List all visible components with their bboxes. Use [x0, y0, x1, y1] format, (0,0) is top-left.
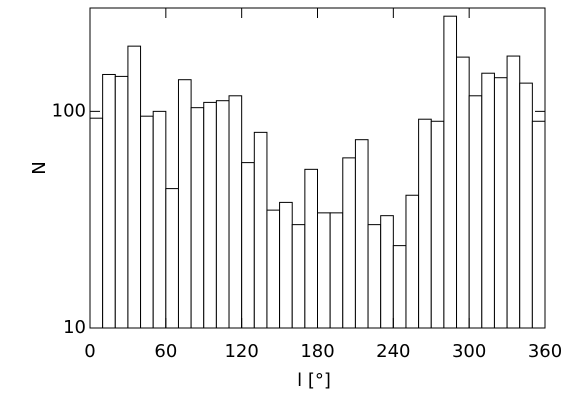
bar — [241, 162, 255, 329]
bar — [531, 120, 546, 329]
bar — [367, 224, 382, 329]
x-tick-label: 180 — [300, 341, 334, 362]
x-tick-label: 300 — [452, 341, 486, 362]
x-tick-label: 240 — [376, 341, 410, 362]
y-axis-label: N — [29, 161, 50, 174]
bar — [190, 107, 205, 329]
bar — [177, 79, 192, 329]
bar — [114, 75, 129, 329]
bar — [468, 95, 483, 329]
bar — [418, 118, 432, 329]
bar — [253, 131, 268, 329]
bar — [228, 95, 243, 329]
bar — [165, 188, 179, 329]
bar — [127, 45, 142, 329]
x-tick-label: 60 — [154, 341, 177, 362]
bar — [152, 110, 167, 329]
bar — [354, 139, 369, 329]
bar — [279, 201, 293, 329]
y-tick-label: 100 — [52, 100, 86, 121]
x-axis-label: l [°] — [297, 370, 331, 391]
x-tick-label: 360 — [528, 341, 562, 362]
bar — [380, 215, 394, 329]
bar — [317, 212, 331, 329]
bar — [430, 120, 445, 329]
bar — [203, 101, 217, 329]
bar — [291, 224, 306, 329]
bar — [493, 77, 508, 329]
x-tick-label: 120 — [224, 341, 258, 362]
bar — [89, 117, 104, 329]
bar — [456, 56, 470, 329]
y-tick-label: 10 — [63, 317, 86, 338]
bar — [342, 157, 356, 329]
bar — [506, 55, 521, 329]
bar — [392, 245, 407, 329]
bar — [405, 194, 420, 329]
bar — [140, 115, 154, 329]
bar — [304, 168, 319, 329]
bar — [519, 82, 533, 329]
bar — [329, 212, 344, 329]
bar — [215, 100, 230, 329]
bar — [481, 72, 495, 329]
bar — [266, 209, 281, 329]
bar — [443, 15, 458, 329]
x-tick-label: 0 — [84, 341, 95, 362]
bar — [102, 73, 116, 329]
